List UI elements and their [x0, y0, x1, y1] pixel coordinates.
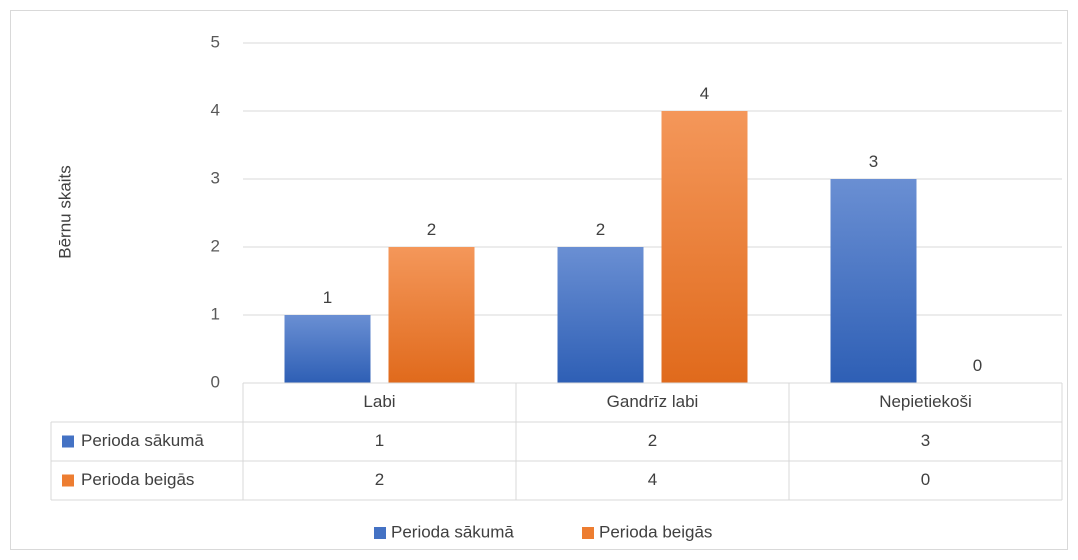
table-category-label: Labi	[363, 392, 395, 411]
data-label: 0	[973, 356, 982, 375]
table-cell: 3	[921, 431, 930, 450]
data-label: 4	[700, 84, 709, 103]
data-table: Labi Gandrīz labi Nepietiekoši Perioda sāku…	[50, 382, 1063, 501]
table-category-label: Gandrīz labi	[607, 392, 699, 411]
bar	[388, 247, 475, 383]
legend-key	[374, 527, 386, 539]
table-series-key	[62, 435, 74, 448]
data-label: 1	[323, 288, 332, 307]
y-tick-label: 1	[211, 304, 220, 323]
legend-key	[582, 527, 594, 539]
data-label: 3	[869, 152, 878, 171]
legend-label: Perioda sākumā	[391, 522, 514, 541]
data-label: 2	[427, 220, 436, 239]
y-tick-label: 4	[211, 100, 220, 119]
table-series-name: Perioda beigās	[81, 470, 194, 489]
data-label: 2	[596, 220, 605, 239]
y-axis-title: Bērnu skaits	[55, 165, 74, 259]
y-tick-label: 2	[211, 236, 220, 255]
bars	[284, 111, 917, 383]
bar	[830, 179, 917, 383]
bar	[661, 111, 748, 383]
y-axis-ticks: 0 1 2 3 4 5	[211, 32, 220, 391]
table-cell: 2	[648, 431, 657, 450]
table-cell: 4	[648, 470, 657, 489]
table-category-label: Nepietiekoši	[879, 392, 972, 411]
bar	[557, 247, 644, 383]
legend-label: Perioda beigās	[599, 522, 712, 541]
legend: Perioda sākumā Perioda beigās	[374, 522, 712, 541]
y-tick-label: 3	[211, 168, 220, 187]
table-series-name: Perioda sākumā	[81, 431, 204, 450]
table-cell: 2	[375, 470, 384, 489]
y-tick-label: 5	[211, 32, 220, 51]
table-series-key	[62, 474, 74, 487]
bar	[284, 315, 371, 383]
table-cell: 1	[375, 431, 384, 450]
data-labels: 1 2 3 2 4 0	[323, 84, 982, 375]
y-tick-label: 0	[211, 372, 220, 391]
table-cell: 0	[921, 470, 930, 489]
